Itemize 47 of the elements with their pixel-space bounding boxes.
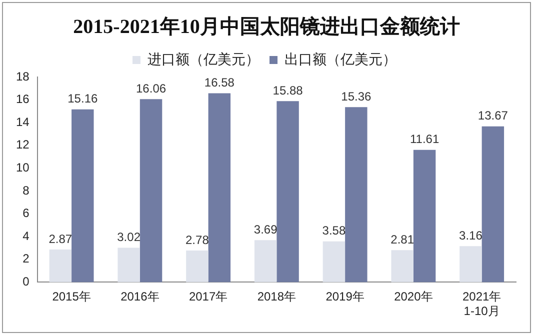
data-label: 15.36 — [341, 89, 372, 104]
bar — [482, 126, 504, 282]
x-tick-label: 2017年 — [188, 290, 228, 304]
y-tick-label: 12 — [16, 138, 30, 152]
y-tick-label: 0 — [22, 274, 30, 289]
data-label: 15.88 — [272, 83, 304, 98]
data-label: 2.78 — [186, 232, 210, 247]
y-tick-label: 8 — [22, 183, 30, 198]
x-tick-label: 2019年 — [326, 290, 364, 304]
bar — [118, 248, 140, 282]
y-tick-label: 2 — [22, 252, 30, 266]
bar — [322, 241, 346, 282]
y-tick-label: 6 — [22, 206, 30, 220]
x-tick-label: 2018年 — [257, 290, 296, 304]
data-label: 11.61 — [410, 132, 440, 146]
bar — [345, 107, 368, 282]
bar — [413, 150, 436, 282]
data-label: 2.87 — [48, 232, 72, 246]
data-label: 3.02 — [117, 230, 141, 244]
y-tick-label: 18 — [16, 69, 30, 84]
data-label: 3.16 — [459, 228, 483, 242]
x-tick-label: 2015年 — [52, 290, 91, 304]
y-tick-label: 10 — [16, 160, 30, 175]
bar — [186, 250, 208, 282]
bar — [208, 93, 231, 282]
data-label: 3.69 — [254, 222, 278, 236]
data-label: 13.67 — [478, 108, 508, 123]
bar — [140, 99, 162, 282]
chart-title: 2015-2021年10月中国太阳镜进出口金额统计 — [72, 14, 461, 40]
x-tick-label: 2016年 — [120, 290, 160, 304]
legend-label: 出口额（亿美元） — [284, 50, 396, 67]
data-label: 16.06 — [136, 81, 166, 96]
bar — [460, 246, 482, 282]
bar — [254, 240, 277, 282]
y-tick-label: 16 — [16, 92, 30, 106]
bar — [391, 250, 414, 282]
data-label: 2.81 — [390, 232, 414, 246]
x-tick-label: 2021年 1-10月 — [462, 290, 502, 318]
x-tick-label: 2020年 — [394, 290, 433, 304]
data-label: 15.16 — [68, 92, 98, 106]
y-tick-label: 4 — [22, 228, 30, 243]
bar — [276, 101, 299, 282]
data-label: 16.58 — [204, 76, 235, 90]
legend-label: 进口额（亿美元） — [148, 50, 260, 67]
bar — [72, 109, 94, 282]
y-tick-label: 14 — [16, 114, 30, 129]
bar — [49, 249, 72, 282]
